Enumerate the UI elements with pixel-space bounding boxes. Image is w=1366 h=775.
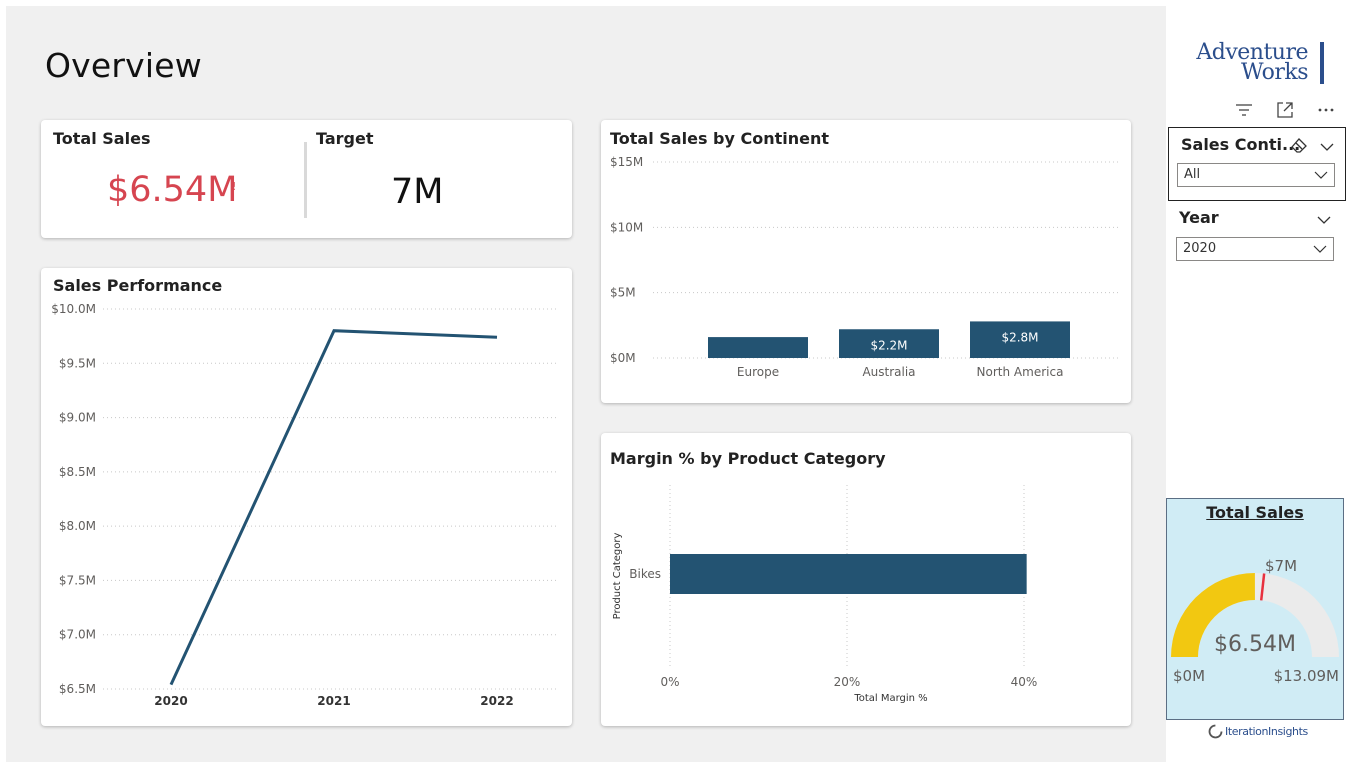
chevron-down-icon: [1313, 245, 1327, 253]
alert-mark: !: [232, 180, 237, 193]
year-dropdown[interactable]: 2020: [1176, 237, 1334, 261]
chevron-down-icon: [1314, 171, 1328, 179]
y-tick-label: $7.5M: [59, 573, 96, 587]
page-title: Overview: [45, 46, 202, 85]
x-tick-label: North America: [977, 365, 1064, 379]
y-tick-label: $5M: [610, 286, 636, 300]
sales-performance-card[interactable]: Sales Performance $10.0M $9.5M $9.0M $8.5M $…: [41, 268, 572, 726]
y-tick-label: $9.0M: [59, 411, 96, 425]
total-sales-label: Total Sales: [53, 129, 151, 148]
sales-line: [169, 329, 498, 686]
x-tick-label: 0%: [660, 675, 679, 689]
x-tick-label: Europe: [737, 365, 779, 379]
iteration-insights-logo: IterationInsights: [1208, 722, 1308, 740]
y-tick-label: Bikes: [629, 567, 661, 581]
sales-by-continent-chart[interactable]: $15M $10M $5M $0M Europe $2.2M Australia $2.8M N…: [601, 120, 1131, 403]
logo-line-2: Works: [1240, 60, 1309, 85]
continent-slicer[interactable]: Sales Conti... All: [1168, 127, 1346, 201]
x-tick-label: 2022: [480, 694, 513, 708]
x-tick-label: 20%: [834, 675, 861, 689]
gauge-target-marker: [1259, 573, 1266, 601]
chevron-down-icon[interactable]: [1319, 137, 1335, 151]
y-tick-label: $15M: [610, 155, 643, 169]
year-slicer[interactable]: Year 2020: [1168, 203, 1346, 269]
eraser-icon[interactable]: [1289, 136, 1309, 154]
gauge-title: Total Sales: [1206, 503, 1304, 522]
continent-dropdown-value: All: [1184, 167, 1201, 182]
continent-bar: [970, 321, 1070, 358]
y-axis-title: Product Category: [612, 533, 623, 620]
adventure-works-logo: Adventure Works: [1196, 40, 1328, 88]
continent-dropdown[interactable]: All: [1177, 163, 1335, 187]
y-tick-label: $6.5M: [59, 682, 96, 696]
x-tick-label: 2020: [154, 694, 187, 708]
chevron-down-icon[interactable]: [1316, 210, 1332, 224]
margin-by-category-card[interactable]: Margin % by Product Category 0% 20% 40% Bik…: [601, 433, 1131, 726]
logo-bar: [1320, 42, 1324, 84]
x-tick-label: Australia: [862, 365, 915, 379]
right-panel: Adventure Works Sales Conti... All Year …: [1166, 6, 1350, 762]
y-tick-label: $7.0M: [59, 628, 96, 642]
margin-by-category-title: Margin % by Product Category: [610, 449, 886, 468]
continent-slicer-label: Sales Conti...: [1181, 135, 1301, 154]
continent-bar: [708, 337, 808, 358]
gauge-target-label: $7M: [1265, 557, 1297, 575]
sales-by-continent-title: Total Sales by Continent: [610, 129, 830, 148]
sales-performance-title: Sales Performance: [53, 276, 223, 295]
more-options-icon[interactable]: [1315, 99, 1337, 121]
kpi-divider: [304, 142, 307, 218]
target-value: 7M: [391, 172, 444, 212]
target-label: Target: [316, 129, 374, 148]
year-slicer-label: Year: [1179, 208, 1219, 227]
focus-mode-icon[interactable]: [1274, 99, 1296, 121]
continent-bar: [839, 329, 939, 358]
filter-icon[interactable]: [1233, 99, 1255, 121]
bar-data-label: $2.8M: [1001, 330, 1038, 344]
sales-performance-chart[interactable]: $10.0M $9.5M $9.0M $8.5M $8.0M $7.5M $7.0M $6.5…: [41, 268, 572, 726]
year-dropdown-value: 2020: [1183, 241, 1217, 256]
y-tick-label: $8.5M: [59, 465, 96, 479]
x-tick-label: 2021: [317, 694, 350, 708]
iteration-insights-icon: [1208, 724, 1223, 738]
logo-line-1: Adventure: [1196, 40, 1308, 65]
kpi-card[interactable]: Total Sales $6.54M ! Target 7M: [41, 120, 572, 238]
y-tick-label: $8.0M: [59, 519, 96, 533]
gauge-min-label: $0M: [1173, 667, 1205, 685]
y-tick-label: $10.0M: [51, 302, 96, 316]
total-sales-gauge-card[interactable]: Total Sales $6.54M $7M $0M $13.09M: [1166, 498, 1344, 720]
y-tick-label: $0M: [610, 351, 636, 365]
total-sales-value: $6.54M: [107, 170, 238, 210]
y-tick-label: $9.5M: [59, 356, 96, 370]
total-sales-gauge: $6.54M $7M $0M $13.09M: [1171, 557, 1339, 685]
gauge-fill: [1171, 573, 1255, 657]
gauge-max-label: $13.09M: [1274, 667, 1339, 685]
iteration-insights-text: IterationInsights: [1225, 724, 1308, 738]
y-tick-label: $10M: [610, 220, 643, 234]
bar-data-label: $2.2M: [870, 338, 907, 352]
sales-by-continent-card[interactable]: Total Sales by Continent $15M $10M $5M $0M E…: [601, 120, 1131, 403]
category-bar: [670, 554, 1027, 594]
margin-by-category-chart[interactable]: 0% 20% 40% Bikes Total Margin % Product Categ…: [601, 433, 1131, 726]
x-tick-label: 40%: [1011, 675, 1038, 689]
gauge-value-label: $6.54M: [1214, 632, 1296, 657]
x-axis-title: Total Margin %: [853, 693, 927, 704]
